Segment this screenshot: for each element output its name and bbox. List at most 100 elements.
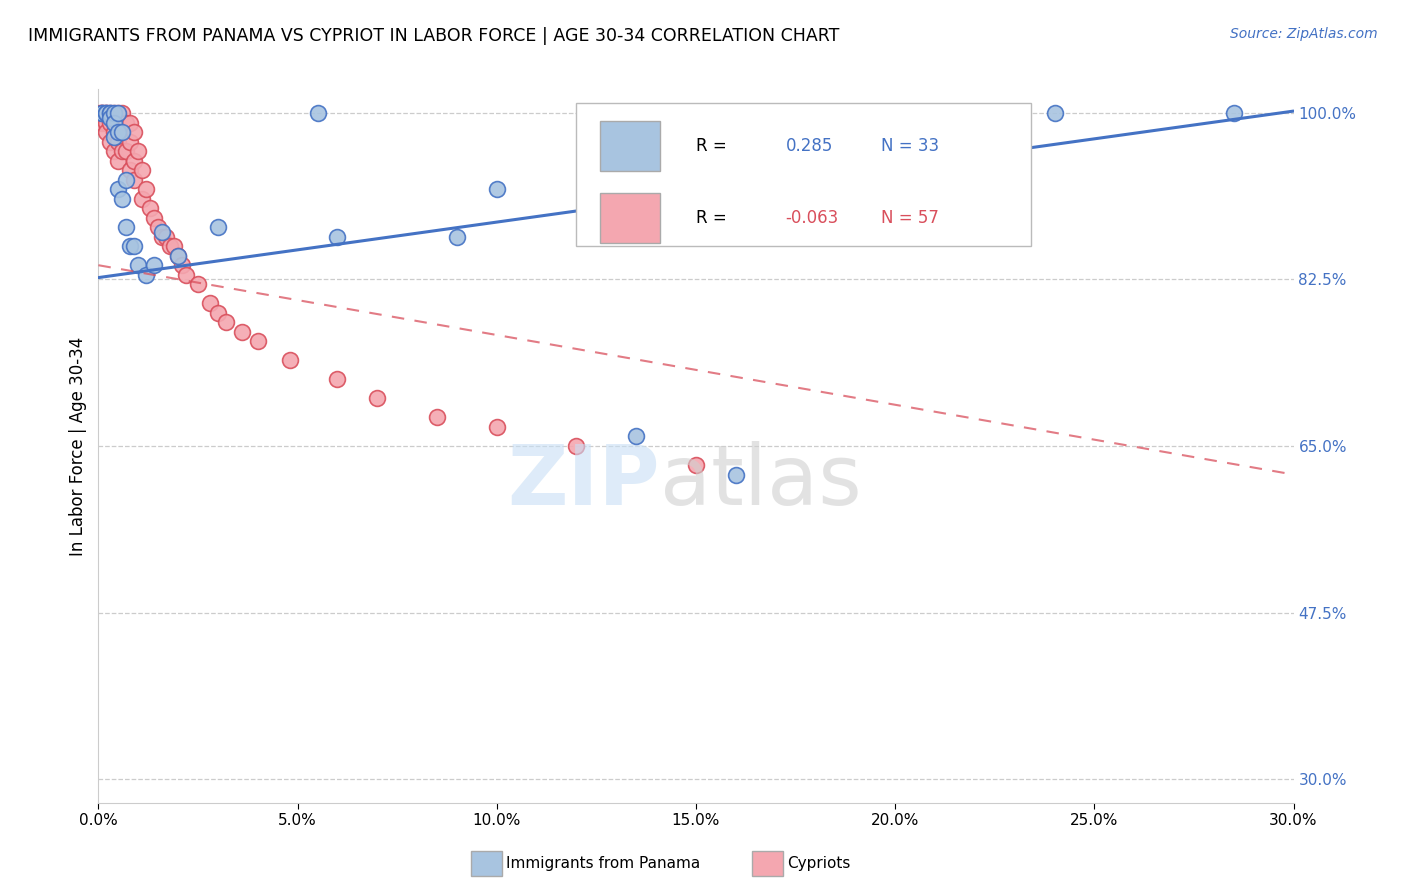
Point	[103, 129, 125, 144]
Point	[124, 125, 146, 139]
Point	[143, 211, 166, 225]
Point	[198, 296, 221, 310]
Text: R =: R =	[696, 137, 727, 155]
Point	[167, 249, 190, 263]
Point	[172, 258, 194, 272]
Point	[135, 268, 157, 282]
Point	[215, 315, 238, 329]
Point	[107, 182, 129, 196]
Text: 0.285: 0.285	[786, 137, 832, 155]
Point	[155, 229, 177, 244]
Point	[111, 144, 134, 158]
Text: Immigrants from Panama: Immigrants from Panama	[506, 856, 700, 871]
Point	[426, 410, 449, 425]
Point	[127, 258, 149, 272]
Point	[131, 192, 153, 206]
Point	[98, 111, 122, 125]
Point	[307, 106, 329, 120]
Point	[115, 172, 138, 186]
Point	[96, 106, 118, 120]
Point	[120, 135, 142, 149]
Point	[207, 306, 229, 320]
Point	[124, 172, 146, 186]
Point	[207, 220, 229, 235]
Point	[96, 106, 118, 120]
Point	[103, 144, 125, 158]
Point	[565, 439, 588, 453]
Point	[278, 353, 301, 368]
Point	[135, 182, 157, 196]
Point	[107, 153, 129, 168]
Point	[103, 106, 125, 120]
Text: Source: ZipAtlas.com: Source: ZipAtlas.com	[1230, 27, 1378, 41]
Point	[98, 135, 122, 149]
Text: R =: R =	[696, 209, 727, 227]
Point	[120, 239, 142, 253]
Point	[89, 106, 111, 120]
Text: N = 57: N = 57	[882, 209, 939, 227]
Point	[103, 115, 125, 129]
Point	[91, 115, 114, 129]
Point	[111, 125, 134, 139]
Text: N = 33: N = 33	[882, 137, 939, 155]
Point	[326, 229, 349, 244]
Point	[124, 153, 146, 168]
Point	[107, 135, 129, 149]
Point	[1222, 106, 1246, 120]
Point	[107, 125, 129, 139]
Point	[131, 163, 153, 178]
Point	[246, 334, 269, 349]
Point	[485, 420, 508, 434]
Point	[150, 229, 173, 244]
Point	[446, 229, 468, 244]
Point	[120, 115, 142, 129]
FancyBboxPatch shape	[576, 103, 1031, 246]
Point	[91, 106, 114, 120]
Point	[139, 201, 162, 215]
Point	[111, 106, 134, 120]
Point	[127, 144, 149, 158]
Text: Cypriots: Cypriots	[787, 856, 851, 871]
Text: IMMIGRANTS FROM PANAMA VS CYPRIOT IN LABOR FORCE | AGE 30-34 CORRELATION CHART: IMMIGRANTS FROM PANAMA VS CYPRIOT IN LAB…	[28, 27, 839, 45]
Point	[163, 239, 186, 253]
Point	[107, 115, 129, 129]
Point	[96, 106, 118, 120]
Point	[115, 144, 138, 158]
Point	[107, 106, 129, 120]
Point	[107, 106, 129, 120]
Point	[150, 225, 173, 239]
Y-axis label: In Labor Force | Age 30-34: In Labor Force | Age 30-34	[69, 336, 87, 556]
Point	[96, 115, 118, 129]
Point	[115, 115, 138, 129]
Point	[159, 239, 181, 253]
Point	[1043, 106, 1066, 120]
Point	[624, 429, 647, 443]
Text: ZIP: ZIP	[508, 442, 661, 522]
Point	[111, 125, 134, 139]
Point	[685, 458, 707, 472]
Point	[103, 115, 125, 129]
Point	[115, 220, 138, 235]
Point	[485, 182, 508, 196]
Text: -0.063: -0.063	[786, 209, 839, 227]
Bar	[600, 193, 661, 243]
Point	[187, 277, 209, 292]
Point	[103, 106, 125, 120]
Point	[103, 125, 125, 139]
Point	[96, 106, 118, 120]
Point	[91, 106, 114, 120]
Point	[98, 106, 122, 120]
Point	[143, 258, 166, 272]
Bar	[600, 121, 661, 171]
Point	[148, 220, 170, 235]
Point	[124, 239, 146, 253]
Point	[111, 192, 134, 206]
Point	[98, 106, 122, 120]
Point	[91, 106, 114, 120]
Point	[91, 106, 114, 120]
Point	[724, 467, 747, 482]
Point	[366, 392, 388, 406]
Point	[96, 125, 118, 139]
Text: atlas: atlas	[661, 442, 862, 522]
Point	[120, 163, 142, 178]
